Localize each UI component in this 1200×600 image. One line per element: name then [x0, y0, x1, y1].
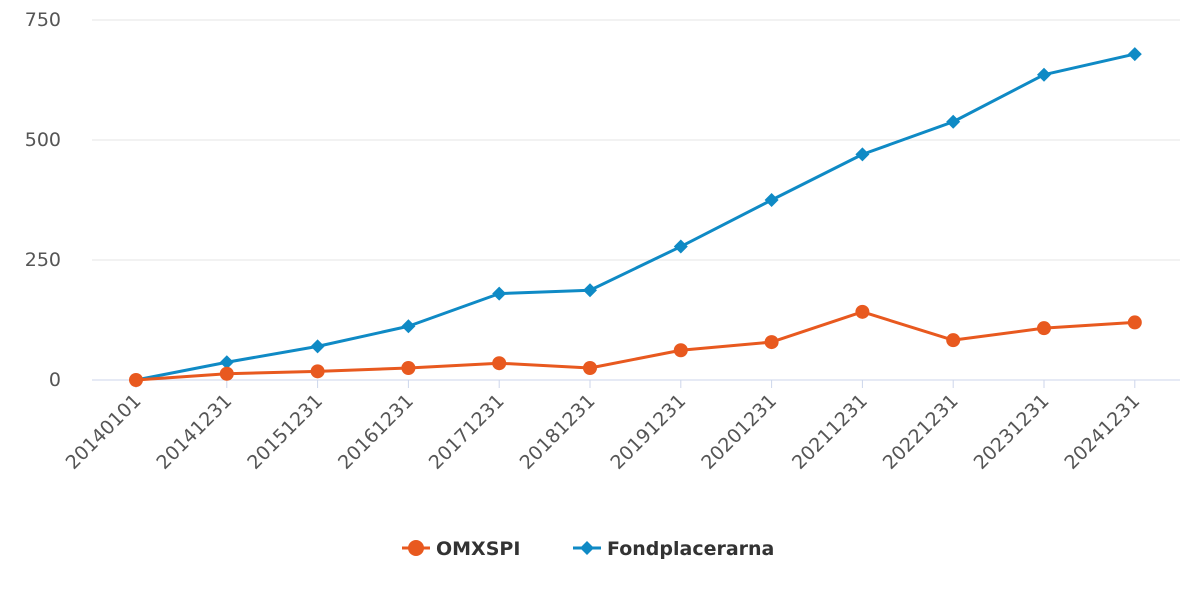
data-point[interactable]	[1037, 321, 1051, 336]
x-tick-label: 20191231	[606, 390, 690, 474]
legend-label: Fondplacerarna	[607, 538, 774, 560]
x-tick-label: 20201231	[697, 390, 781, 474]
data-point[interactable]	[219, 355, 234, 370]
data-point[interactable]	[310, 364, 325, 379]
data-point[interactable]	[583, 361, 597, 375]
data-point[interactable]	[855, 147, 870, 162]
gridlines	[92, 19, 1180, 381]
legend-marker	[408, 540, 424, 556]
series-omxspi	[129, 304, 1142, 387]
series-line[interactable]	[134, 310, 1137, 382]
data-point[interactable]	[1037, 67, 1051, 82]
series-lines	[129, 47, 1142, 387]
data-point[interactable]	[764, 335, 779, 350]
x-tick-label: 20140101	[62, 390, 146, 474]
x-tick-label: 20241231	[1060, 390, 1144, 474]
x-tick-label: 20211231	[788, 390, 872, 474]
x-tick-label: 20171231	[425, 390, 509, 474]
x-tick-label: 20231231	[970, 390, 1054, 474]
legend-label: OMXSPI	[436, 538, 520, 560]
data-point[interactable]	[492, 286, 507, 301]
data-point[interactable]	[764, 193, 779, 207]
data-point[interactable]	[219, 366, 234, 381]
legend-marker	[580, 541, 594, 555]
data-point[interactable]	[946, 333, 961, 348]
data-point[interactable]	[1127, 47, 1142, 62]
x-tick-label: 20221231	[879, 390, 963, 474]
data-point[interactable]	[855, 304, 870, 319]
data-point[interactable]	[673, 343, 688, 358]
x-tick-label: 20151231	[243, 390, 327, 474]
data-point[interactable]	[310, 339, 325, 354]
series-line[interactable]	[134, 52, 1137, 382]
data-point[interactable]	[401, 319, 416, 334]
legend-item-fondplacerarna[interactable]: Fondplacerarna	[573, 538, 774, 560]
data-point[interactable]	[1127, 315, 1142, 330]
legend-item-omxspi[interactable]: OMXSPI	[402, 538, 520, 560]
x-tick-label: 20161231	[334, 390, 418, 474]
y-tick-label: 0	[49, 369, 61, 391]
data-point[interactable]	[673, 239, 688, 254]
data-point[interactable]	[401, 361, 416, 375]
x-tick-label: 20181231	[516, 390, 600, 474]
y-tick-label: 500	[25, 129, 61, 151]
y-tick-label: 250	[25, 249, 61, 271]
data-point[interactable]	[583, 283, 597, 298]
y-tick-label: 750	[25, 9, 61, 31]
legend[interactable]: OMXSPI Fondplacerarna	[402, 538, 774, 560]
y-axis-ticks: 0 250 500 750	[25, 9, 61, 391]
data-point[interactable]	[129, 373, 143, 387]
data-point[interactable]	[946, 114, 961, 129]
x-axis: 20140101 20141231 20151231 20161231 20171231…	[62, 380, 1144, 474]
data-point[interactable]	[492, 356, 507, 371]
x-tick-label: 20141231	[152, 390, 236, 474]
